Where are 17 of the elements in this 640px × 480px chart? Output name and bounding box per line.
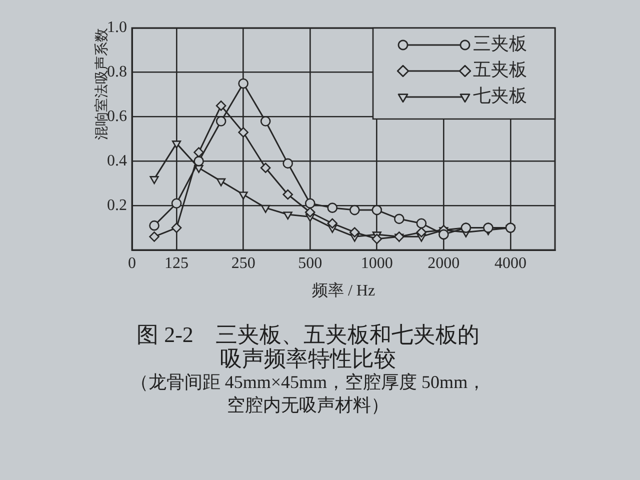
x-tick-label: 2000 xyxy=(428,254,460,272)
y-tick-label: 0.6 xyxy=(107,108,127,126)
x-tick-label: 125 xyxy=(164,254,189,272)
x-tick-label: 1000 xyxy=(360,254,393,272)
x-tick-label: 0 xyxy=(128,254,136,272)
x-tick-label: 250 xyxy=(231,254,256,272)
legend-label: 五夹板 xyxy=(473,60,527,80)
text: （龙骨间距 45mm×45mm，空腔厚度 50mm，空腔内无吸声材料） xyxy=(130,371,486,417)
y-tick-label: 0.2 xyxy=(107,196,127,214)
x-axis-title: 频率 / Hz xyxy=(312,282,376,300)
y-tick-label: 0.4 xyxy=(107,152,127,170)
x-tick-label: 500 xyxy=(298,254,322,272)
text: 图 2-2 三夹板、五夹板和七夹板的吸声频率特性比较 xyxy=(136,322,480,371)
legend-label: 七夹板 xyxy=(473,86,527,106)
x-tick-label: 4000 xyxy=(494,254,526,272)
legend-label: 三夹板 xyxy=(473,34,527,54)
y-tick-label: 1.0 xyxy=(107,19,127,36)
